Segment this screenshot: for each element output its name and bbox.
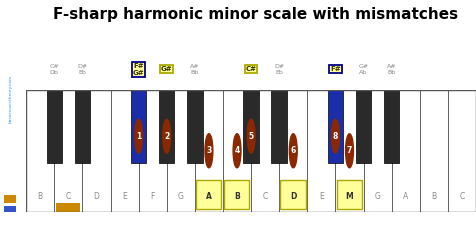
- Bar: [243, 90, 259, 163]
- Text: G#
Ab: G# Ab: [358, 64, 368, 75]
- Bar: [110, 90, 139, 212]
- Text: C: C: [263, 192, 268, 201]
- Bar: [26, 90, 54, 212]
- Bar: [327, 90, 343, 163]
- Text: B: B: [234, 192, 240, 201]
- Bar: [307, 90, 336, 212]
- Text: 4: 4: [234, 146, 239, 155]
- Circle shape: [331, 119, 339, 153]
- Text: G: G: [178, 192, 184, 201]
- Text: G#: G#: [161, 66, 173, 72]
- Text: F-sharp harmonic minor scale with mismatches: F-sharp harmonic minor scale with mismat…: [53, 7, 458, 22]
- Bar: [187, 90, 203, 163]
- Bar: [196, 180, 221, 209]
- Bar: [392, 90, 420, 212]
- Bar: [4, 195, 16, 202]
- Bar: [56, 203, 80, 212]
- Bar: [251, 90, 279, 212]
- Text: B: B: [38, 192, 43, 201]
- Text: D: D: [290, 192, 297, 201]
- Text: 1: 1: [136, 132, 141, 141]
- Text: basicmusictheory.com: basicmusictheory.com: [9, 75, 13, 123]
- Bar: [384, 90, 399, 163]
- Bar: [195, 90, 223, 212]
- Bar: [223, 90, 251, 212]
- Bar: [159, 90, 175, 163]
- Circle shape: [163, 119, 171, 153]
- Text: M: M: [346, 192, 353, 201]
- Text: A#
Bb: A# Bb: [387, 64, 397, 75]
- Text: B: B: [431, 192, 436, 201]
- Bar: [448, 90, 476, 212]
- Text: C#
Db: C# Db: [50, 64, 59, 75]
- Bar: [139, 90, 167, 212]
- Text: 2: 2: [164, 132, 169, 141]
- Circle shape: [135, 119, 143, 153]
- Bar: [271, 90, 287, 163]
- Text: F#: F#: [330, 66, 341, 72]
- Bar: [54, 90, 82, 212]
- Bar: [4, 206, 16, 211]
- Text: C: C: [459, 192, 465, 201]
- Bar: [47, 90, 62, 163]
- Text: A#
Bb: A# Bb: [190, 64, 199, 75]
- Text: C: C: [66, 192, 71, 201]
- Bar: [364, 90, 392, 212]
- Text: 5: 5: [248, 132, 254, 141]
- Bar: [75, 90, 90, 163]
- Circle shape: [205, 134, 213, 168]
- Circle shape: [247, 119, 255, 153]
- Text: E: E: [122, 192, 127, 201]
- Bar: [167, 90, 195, 212]
- Text: F#
G#: F# G#: [133, 63, 144, 76]
- Text: A: A: [403, 192, 408, 201]
- Circle shape: [289, 134, 297, 168]
- Bar: [82, 90, 110, 212]
- Bar: [356, 90, 371, 163]
- Text: F: F: [150, 192, 155, 201]
- Bar: [337, 180, 362, 209]
- Text: G: G: [375, 192, 380, 201]
- Circle shape: [233, 134, 241, 168]
- Text: 7: 7: [347, 146, 352, 155]
- Text: A: A: [206, 192, 212, 201]
- Bar: [336, 90, 364, 212]
- Text: D#
Eb: D# Eb: [274, 64, 284, 75]
- Text: 8: 8: [333, 132, 338, 141]
- Bar: [420, 90, 448, 212]
- Circle shape: [346, 134, 353, 168]
- Bar: [280, 180, 306, 209]
- Text: 6: 6: [291, 146, 296, 155]
- Text: E: E: [319, 192, 324, 201]
- Text: 3: 3: [206, 146, 211, 155]
- Bar: [224, 180, 249, 209]
- Bar: [279, 90, 307, 212]
- Text: D#
Eb: D# Eb: [77, 64, 88, 75]
- Text: C#: C#: [246, 66, 257, 72]
- Text: D: D: [93, 192, 99, 201]
- Bar: [131, 90, 146, 163]
